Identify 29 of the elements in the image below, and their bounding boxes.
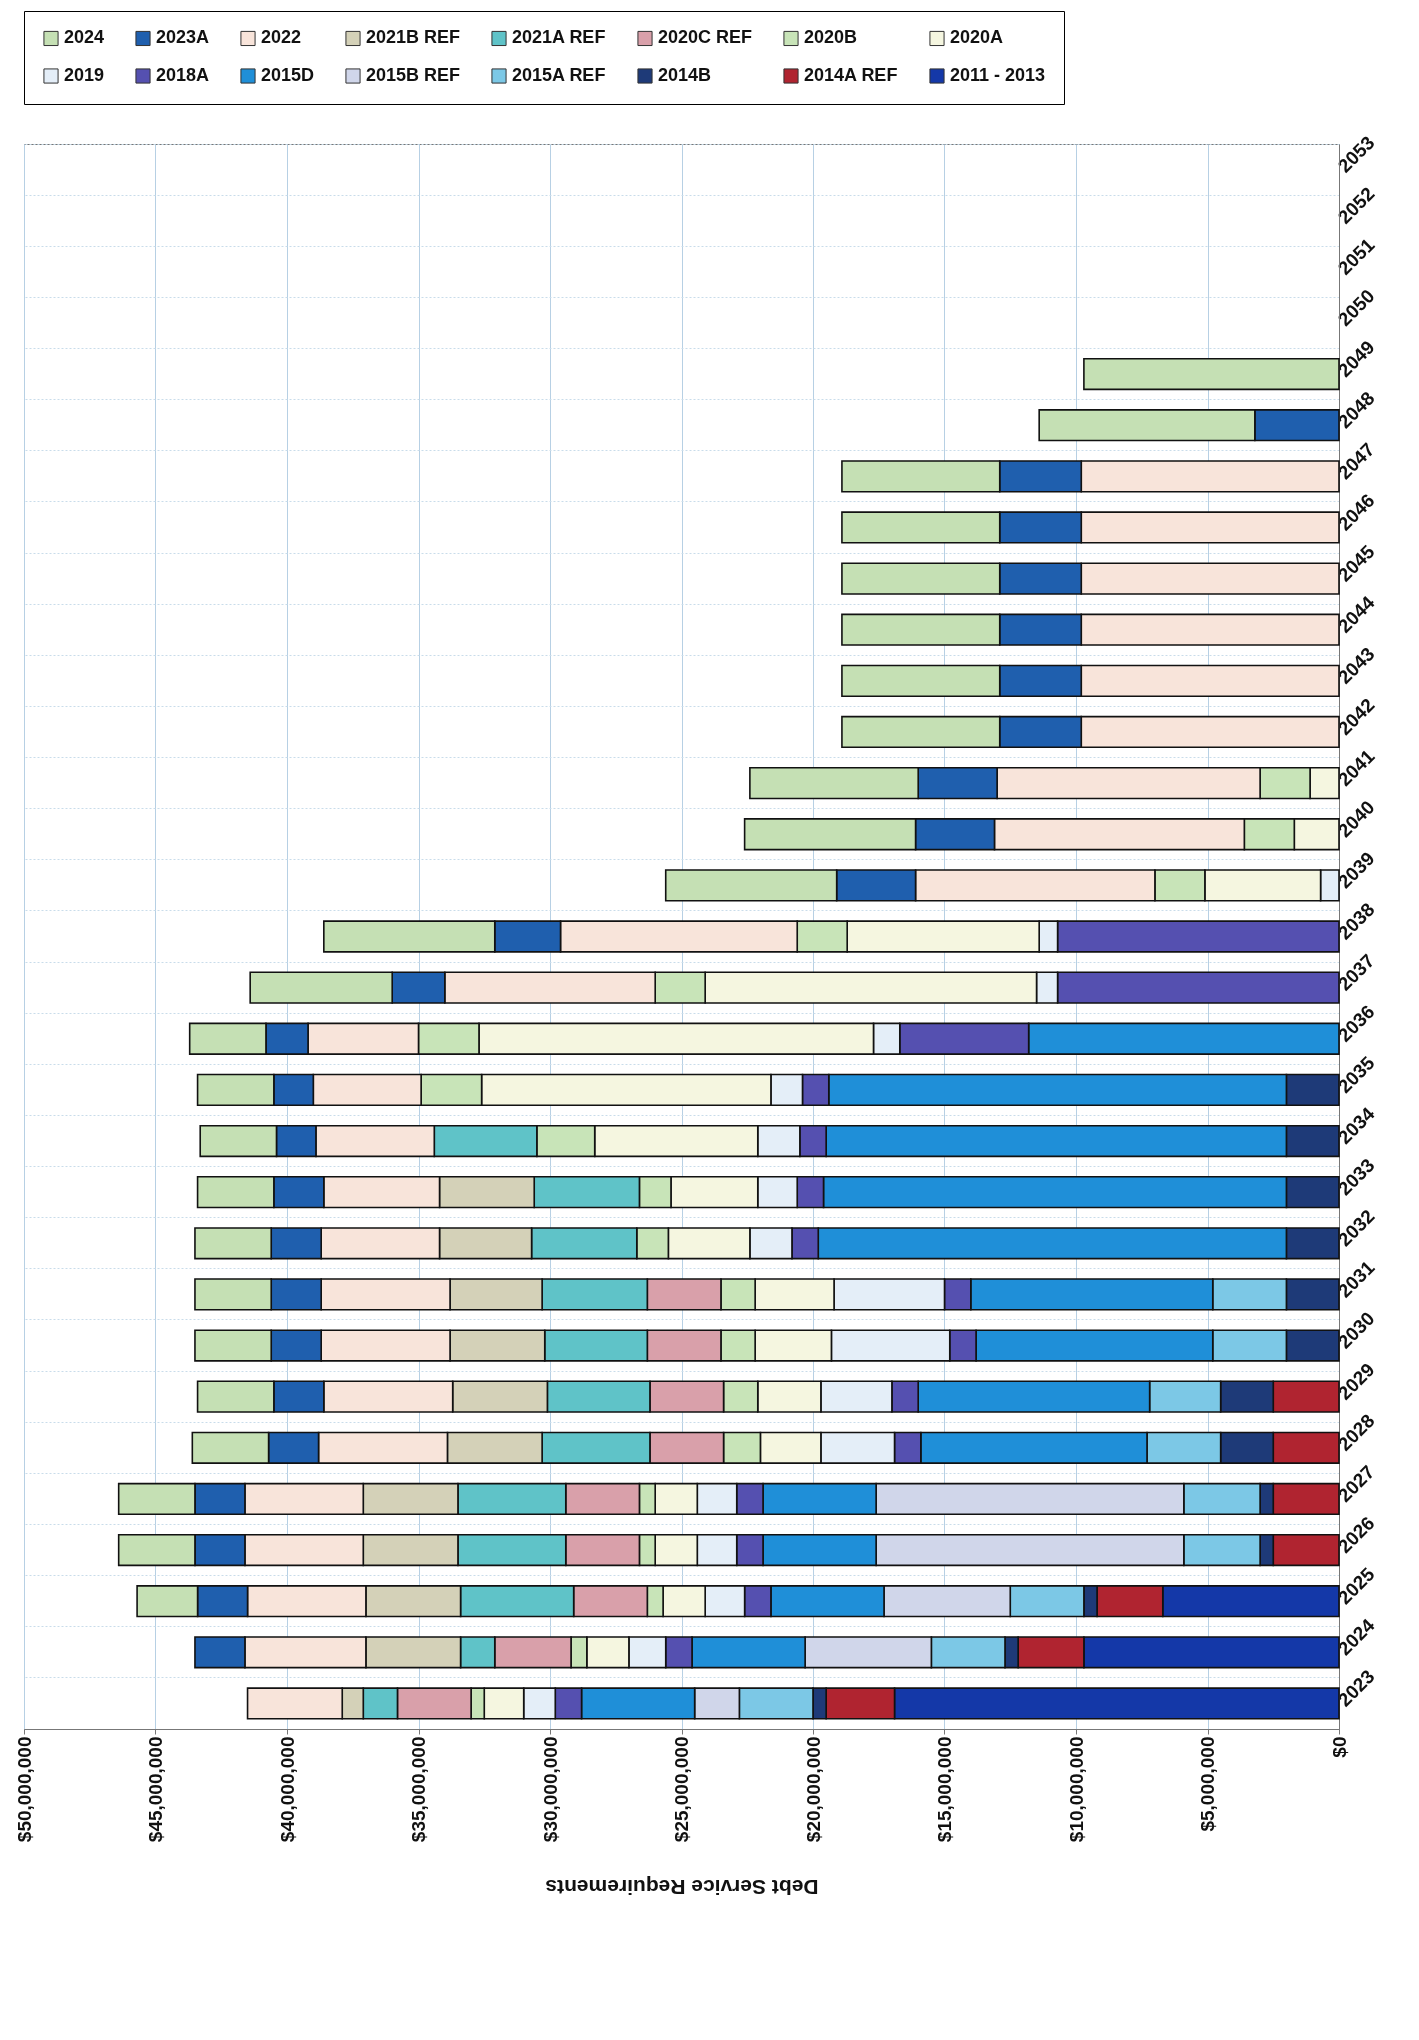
legend-label: 2024	[64, 27, 105, 48]
x-axis-title: Debt Service Requirements	[545, 1876, 819, 1900]
legend-label: 2019	[64, 65, 105, 85]
legend-label: 2020B	[804, 27, 858, 48]
x-tick-label: $35,000,000	[408, 1736, 429, 1843]
legend-label: 2020C REF	[658, 27, 753, 48]
legend-label: 2011 - 2013	[950, 65, 1046, 85]
legend-label: 2015A REF	[512, 65, 606, 85]
legend-label: 2014A REF	[804, 65, 898, 85]
legend-label: 2020A	[950, 27, 1004, 48]
legend-label: 2018A	[156, 65, 210, 85]
x-tick-label: $0	[1328, 1736, 1350, 1758]
legend-label: 2014B	[658, 65, 712, 85]
bar	[1083, 357, 1340, 391]
x-tick-label: $40,000,000	[276, 1736, 298, 1843]
x-tick-label: $45,000,000	[145, 1736, 166, 1843]
x-tick-label: $50,000,000	[13, 1736, 35, 1843]
x-tick-label: $30,000,000	[539, 1736, 561, 1843]
legend-label: 2021B REF	[366, 27, 461, 48]
legend-label: 2022	[261, 27, 302, 48]
x-tick-label: $15,000,000	[934, 1736, 955, 1843]
x-tick-label: $5,000,000	[1197, 1736, 1218, 1832]
legend-label: 2021A REF	[512, 27, 606, 48]
x-tick-label: $20,000,000	[802, 1736, 824, 1843]
legend-label: 2023A	[156, 27, 210, 48]
x-tick-label: $25,000,000	[671, 1736, 692, 1843]
legend-label: 2015D	[261, 65, 315, 85]
legend-label: 2015B REF	[366, 65, 461, 85]
x-tick-label: $10,000,000	[1065, 1736, 1087, 1843]
